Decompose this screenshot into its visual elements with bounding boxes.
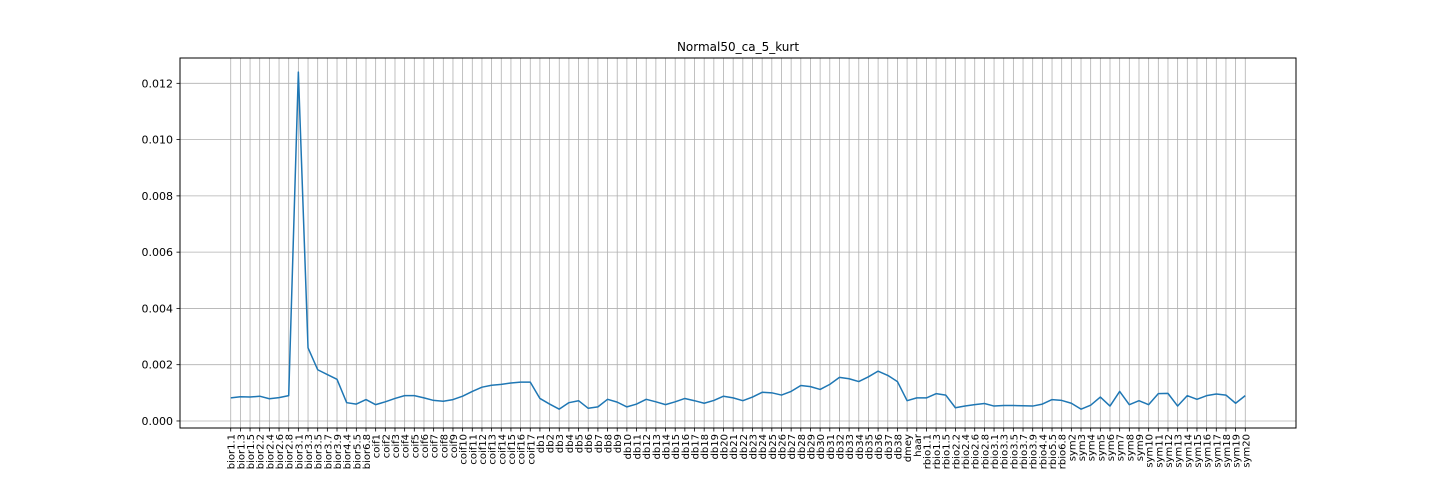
y-tick-label: 0.006 bbox=[142, 246, 174, 259]
y-tick-label: 0.010 bbox=[142, 134, 174, 147]
y-tick-label: 0.008 bbox=[142, 190, 174, 203]
y-tick-label: 0.004 bbox=[142, 302, 174, 315]
chart-title: Normal50_ca_5_kurt bbox=[677, 40, 799, 54]
y-tick-label: 0.002 bbox=[142, 359, 174, 372]
y-tick-label: 0.012 bbox=[142, 77, 174, 90]
x-tick-label: sym20 bbox=[1241, 434, 1252, 468]
y-tick-label: 0.000 bbox=[142, 415, 174, 428]
